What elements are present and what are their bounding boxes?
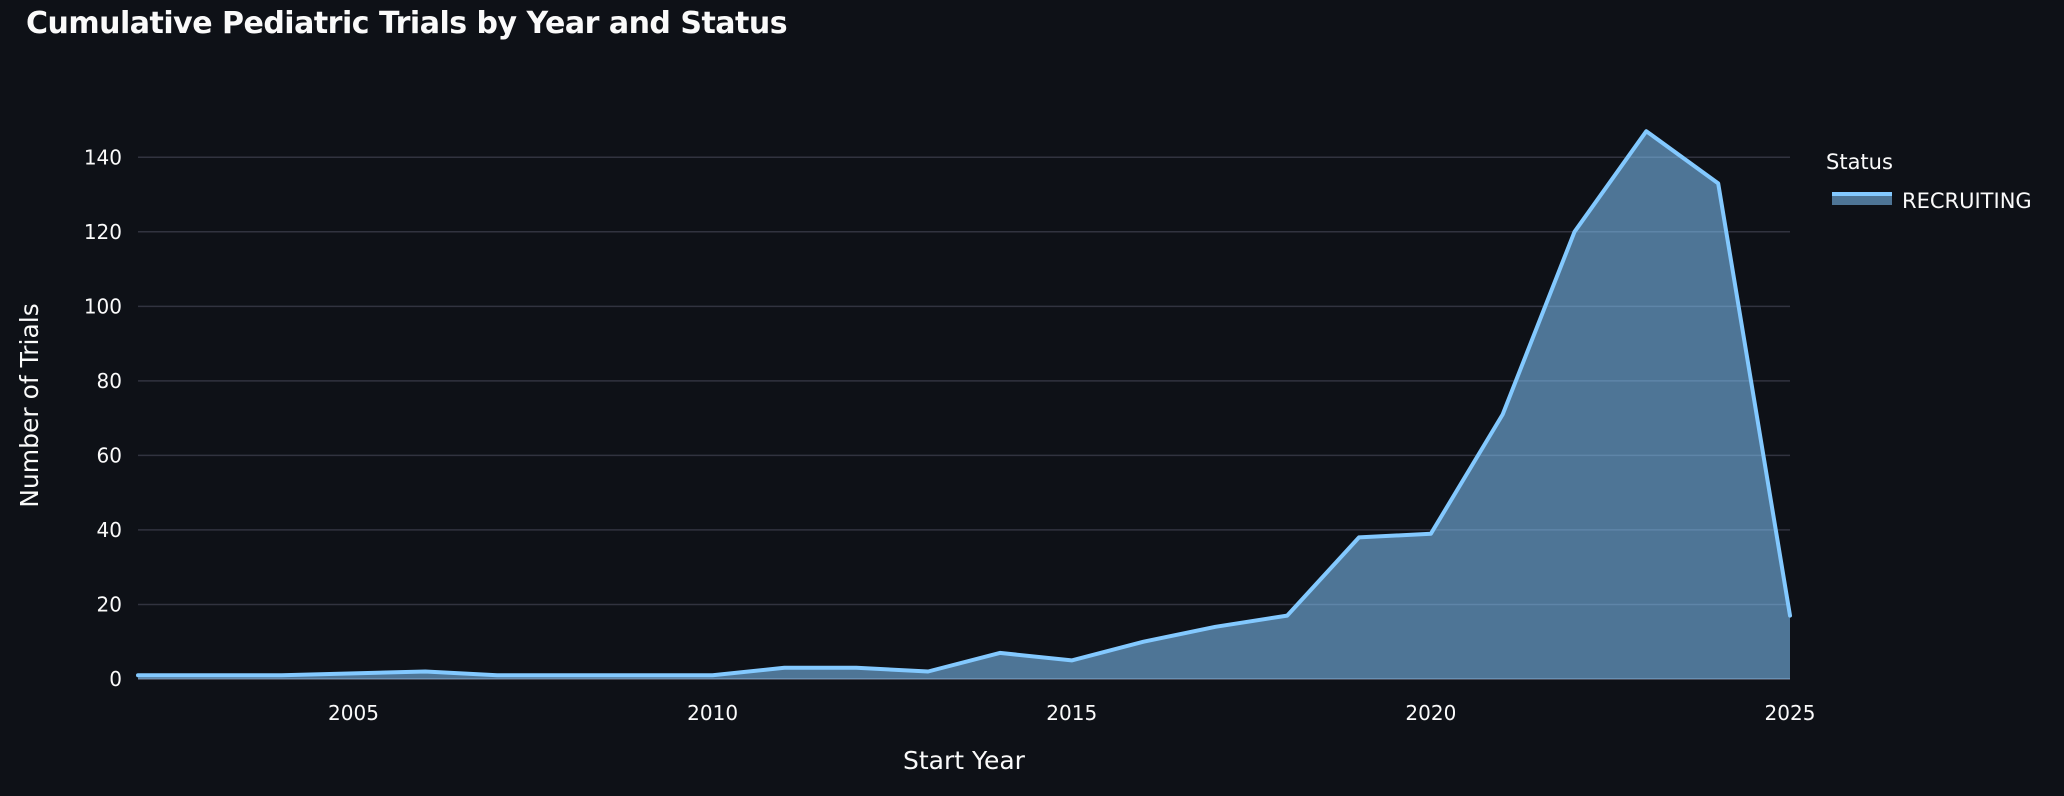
data-point[interactable] xyxy=(1137,635,1151,649)
legend-item-recruiting[interactable]: RECRUITING xyxy=(1832,189,2032,213)
data-point[interactable] xyxy=(346,666,360,680)
legend-label: RECRUITING xyxy=(1902,189,2032,213)
series-line[interactable] xyxy=(136,129,1792,678)
x-tick-label: 2010 xyxy=(687,701,738,725)
data-point[interactable] xyxy=(993,646,1007,660)
chart-title: Cumulative Pediatric Trials by Year and … xyxy=(26,6,788,41)
data-point[interactable] xyxy=(634,668,648,682)
data-point[interactable] xyxy=(1568,225,1582,239)
data-point[interactable] xyxy=(562,668,576,682)
x-axis-ticks: 2005 2010 2015 2020 2025 xyxy=(328,701,1815,725)
x-axis-title: Start Year xyxy=(903,746,1026,775)
data-point[interactable] xyxy=(849,661,863,675)
data-point[interactable] xyxy=(418,665,432,679)
data-point[interactable] xyxy=(1783,609,1797,623)
data-point[interactable] xyxy=(921,665,935,679)
data-point[interactable] xyxy=(777,661,791,675)
data-point[interactable] xyxy=(706,668,720,682)
y-axis-ticks: 0 20 40 60 80 100 120 140 xyxy=(84,145,122,691)
x-tick-label: 2020 xyxy=(1405,701,1456,725)
data-point[interactable] xyxy=(275,668,289,682)
data-point[interactable] xyxy=(1424,527,1438,541)
data-point[interactable] xyxy=(1065,653,1079,667)
y-tick-label: 40 xyxy=(97,518,122,542)
data-point[interactable] xyxy=(1208,620,1222,634)
data-point[interactable] xyxy=(203,668,217,682)
y-tick-label: 60 xyxy=(97,443,122,467)
x-tick-label: 2015 xyxy=(1046,701,1097,725)
data-point[interactable] xyxy=(1496,407,1510,421)
y-tick-label: 20 xyxy=(97,592,122,616)
series-area[interactable] xyxy=(138,131,1790,679)
y-tick-label: 0 xyxy=(109,667,122,691)
data-point[interactable] xyxy=(1639,124,1653,138)
data-point[interactable] xyxy=(490,668,504,682)
data-point[interactable] xyxy=(1280,609,1294,623)
data-point[interactable] xyxy=(1711,176,1725,190)
series-area-layer xyxy=(131,124,1797,682)
legend-title: Status xyxy=(1826,150,1893,174)
x-tick-label: 2025 xyxy=(1765,701,1816,725)
y-axis-title: Number of Trials xyxy=(15,303,44,508)
x-tick-label: 2005 xyxy=(328,701,379,725)
y-tick-label: 140 xyxy=(84,145,122,169)
legend[interactable]: Status RECRUITING xyxy=(1826,150,2032,213)
y-tick-label: 100 xyxy=(84,294,122,318)
data-point[interactable] xyxy=(1352,530,1366,544)
y-tick-label: 80 xyxy=(97,369,122,393)
data-point[interactable] xyxy=(131,668,145,682)
y-tick-label: 120 xyxy=(84,220,122,244)
